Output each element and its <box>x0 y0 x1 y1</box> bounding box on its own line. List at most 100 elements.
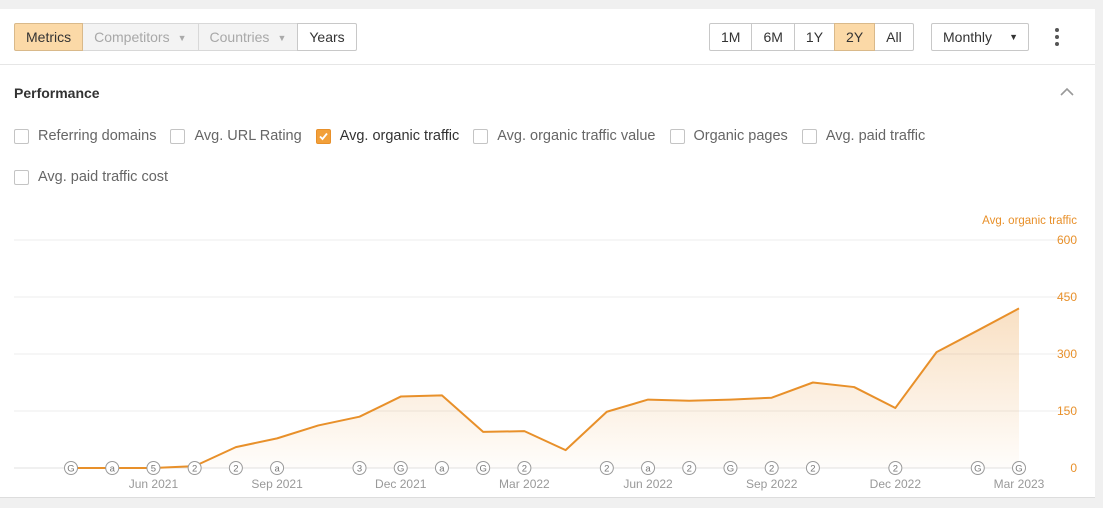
annotation-marker-label: 2 <box>893 464 898 475</box>
annotation-marker-label: 2 <box>604 464 609 475</box>
range-label: 2Y <box>846 29 864 45</box>
data-point <box>1017 306 1021 310</box>
interval-dropdown[interactable]: Monthly ▼ <box>931 23 1029 51</box>
metric-label: Avg. paid traffic cost <box>38 169 169 185</box>
data-point <box>522 429 526 433</box>
annotation-marker <box>146 461 161 475</box>
range-1m[interactable]: 1M <box>709 23 753 51</box>
range-label: 1Y <box>805 29 824 45</box>
data-point <box>357 415 361 419</box>
y-tick-label: 150 <box>1057 404 1077 418</box>
chevron-down-icon: ▼ <box>277 33 287 43</box>
series-area <box>71 308 1019 468</box>
tab-label: Countries <box>209 29 270 45</box>
metric-checkbox-avg-organic-traffic[interactable]: Avg. organic traffic <box>315 128 460 144</box>
annotation-marker-label: a <box>110 464 116 475</box>
annotation-marker <box>970 461 985 475</box>
data-point <box>440 393 444 397</box>
metric-checkbox-avg-url-rating[interactable]: Avg. URL Rating <box>170 128 302 144</box>
data-point <box>234 445 238 449</box>
more-options-icon[interactable] <box>1050 26 1064 48</box>
data-point <box>769 396 773 400</box>
annotation-marker <box>187 461 202 475</box>
range-label: All <box>886 29 902 45</box>
checkbox-icon[interactable] <box>14 128 29 144</box>
annotation-marker-label: G <box>479 464 486 475</box>
checkbox-checked-icon[interactable] <box>315 128 331 144</box>
data-point <box>852 385 856 389</box>
checkbox-icon[interactable] <box>669 128 685 144</box>
checkbox-icon[interactable] <box>473 128 489 144</box>
data-point <box>481 430 485 434</box>
tab-years[interactable]: Years <box>297 23 357 51</box>
data-point <box>399 394 403 398</box>
annotation-marker-label: 2 <box>192 464 197 475</box>
annotation-marker-label: G <box>67 464 74 475</box>
metric-checkbox-avg-paid-traffic[interactable]: Avg. paid traffic <box>801 128 925 144</box>
x-tick-label: Sep 2022 <box>746 477 798 491</box>
data-point <box>316 423 320 427</box>
annotation-marker <box>723 461 738 475</box>
data-point <box>275 436 279 440</box>
checkbox-icon[interactable] <box>170 128 186 144</box>
annotation-marker <box>228 461 243 475</box>
metric-label: Avg. organic traffic value <box>497 128 656 144</box>
toolbar: Metrics Competitors ▼ Countries ▼ Years 1M 6M 1… <box>0 9 1095 65</box>
range-1y[interactable]: 1Y <box>793 23 836 51</box>
data-point <box>687 399 691 403</box>
annotation-marker <box>352 461 367 475</box>
view-mode-tabs: Metrics Competitors ▼ Countries ▼ Years <box>14 23 357 51</box>
annotation-marker-label: 2 <box>522 464 527 475</box>
range-all[interactable]: All <box>874 23 914 51</box>
annotation-marker-label: 5 <box>151 464 156 475</box>
annotation-marker-label: a <box>439 464 445 475</box>
metric-label: Avg. organic traffic <box>339 128 460 144</box>
chevron-down-icon: ▼ <box>1009 32 1018 42</box>
tab-label: Competitors <box>94 29 170 45</box>
traffic-chart: 0 150 300 450 600 Avg. organic traffic G a 5 2 2 a 3… <box>14 215 1077 491</box>
annotation-marker-label: G <box>974 464 981 475</box>
y-tick-label: 600 <box>1057 233 1077 247</box>
x-tick-label: Dec 2022 <box>870 477 922 491</box>
x-tick-label: Mar 2023 <box>994 477 1045 491</box>
annotation-marker <box>1012 461 1026 475</box>
data-point <box>976 328 980 332</box>
date-range-tabs: 1M 6M 1Y 2Y All <box>709 23 914 51</box>
metric-checkbox-row: Referring domains Avg. URL Rating Avg. org… <box>14 128 939 144</box>
checkbox-icon[interactable] <box>14 169 29 185</box>
annotation-marker <box>764 461 779 475</box>
tab-label: Years <box>309 29 345 45</box>
metric-checkbox-avg-paid-traffic-cost[interactable]: Avg. paid traffic cost <box>14 169 168 185</box>
metric-checkbox-avg-organic-traffic-value[interactable]: Avg. organic traffic value <box>473 128 656 144</box>
metric-checkbox-referring-domains[interactable]: Referring domains <box>14 128 156 144</box>
range-6m[interactable]: 6M <box>751 23 795 51</box>
annotation-marker <box>888 461 903 475</box>
annotation-marker <box>641 461 656 475</box>
x-tick-label: Sep 2021 <box>251 477 303 491</box>
annotation-marker-label: 2 <box>687 464 692 475</box>
data-point <box>934 350 938 354</box>
range-2y[interactable]: 2Y <box>834 23 876 51</box>
chevron-up-icon[interactable] <box>1058 84 1076 100</box>
annotation-marker-label: a <box>274 464 280 475</box>
metric-label: Organic pages <box>693 128 788 144</box>
x-tick-label: Mar 2022 <box>499 477 550 491</box>
annotation-marker <box>270 461 285 475</box>
tab-countries[interactable]: Countries ▼ <box>197 23 299 51</box>
metric-checkbox-row: Avg. paid traffic cost <box>14 169 182 185</box>
range-label: 1M <box>721 29 741 45</box>
annotation-marker <box>805 461 820 475</box>
tab-competitors[interactable]: Competitors ▼ <box>82 23 199 51</box>
annotation-marker-label: 2 <box>769 464 774 475</box>
y-tick-label: 0 <box>1070 461 1077 475</box>
tab-label: Metrics <box>26 29 72 45</box>
metric-checkbox-organic-pages[interactable]: Organic pages <box>669 128 788 144</box>
annotation-marker-label: G <box>1015 464 1022 475</box>
data-point <box>811 380 815 384</box>
tab-metrics[interactable]: Metrics <box>14 23 84 51</box>
checkbox-icon[interactable] <box>801 128 817 144</box>
x-tick-label: Jun 2021 <box>129 477 179 491</box>
performance-panel: Metrics Competitors ▼ Countries ▼ Years 1M 6M 1… <box>0 9 1095 498</box>
data-point <box>563 448 567 452</box>
annotation-marker-label: G <box>397 464 404 475</box>
